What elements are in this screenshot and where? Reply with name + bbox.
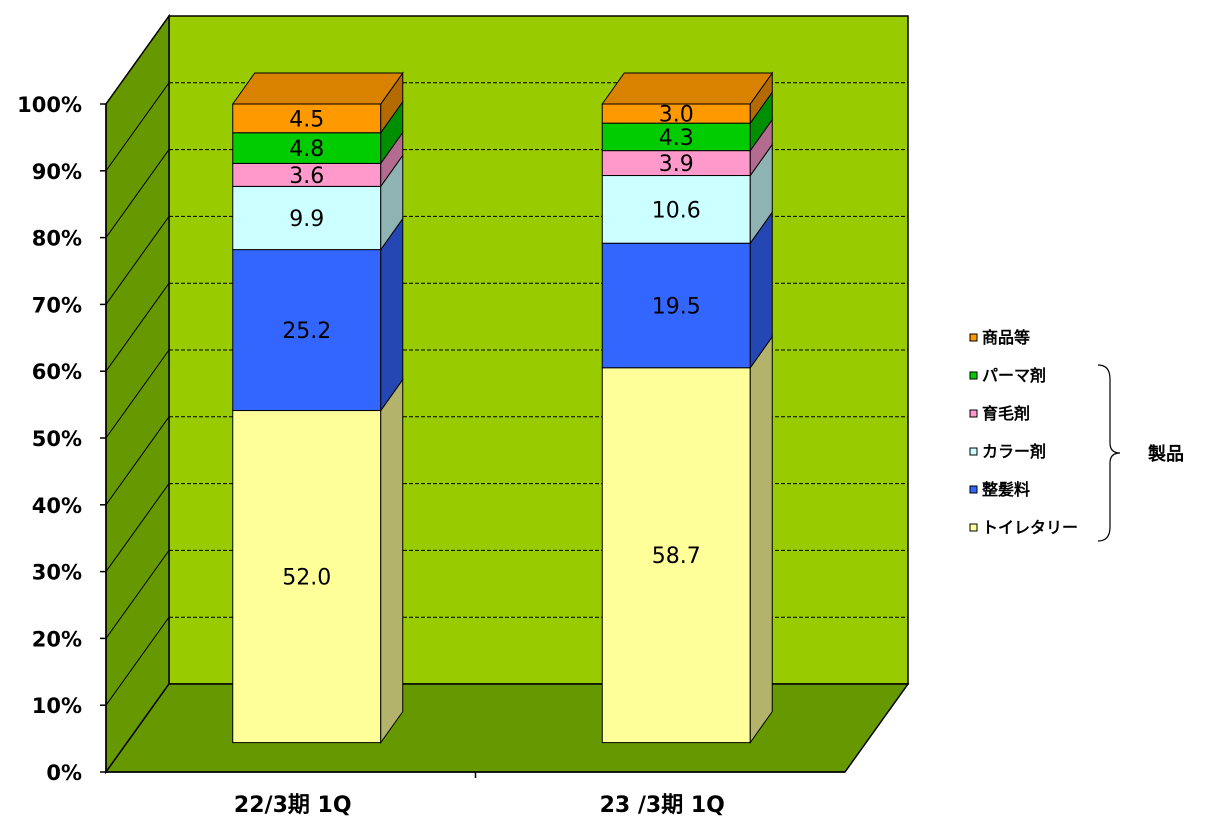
- bar-segment-front: [601, 150, 751, 177]
- y-tick-label: 20%: [32, 627, 82, 651]
- bar-segment-side: [380, 217, 404, 413]
- bar-segment-side: [749, 335, 773, 745]
- y-tick-label: 50%: [32, 427, 82, 451]
- y-axis: 0% 10% 20% 30% 40% 50% 60% 70% 80% 90% 100%: [17, 93, 845, 785]
- data-label: 3.0: [659, 103, 694, 128]
- data-label: 19.5: [652, 294, 701, 319]
- gridline-side: [105, 616, 170, 706]
- gridline-side: [105, 149, 170, 238]
- legend-swatch: [969, 371, 978, 380]
- gridline-side: [105, 416, 170, 506]
- y-tick-label: 60%: [32, 360, 82, 384]
- x-category-label: 22/3期 1Q: [234, 793, 352, 818]
- y-tick-label: 80%: [32, 227, 82, 251]
- y-tick-label: 40%: [32, 494, 82, 518]
- legend-swatch: [969, 333, 978, 342]
- bar-segment-front: [232, 410, 382, 744]
- legend-brace: [1097, 364, 1121, 542]
- gridline-side: [105, 15, 170, 105]
- data-label: 4.3: [659, 126, 694, 151]
- data-label: 4.5: [289, 107, 324, 132]
- legend-label: 商品等: [982, 328, 1030, 347]
- bar-segment-front: [232, 103, 382, 134]
- y-tick-label: 70%: [32, 293, 82, 317]
- bars: [231, 71, 774, 745]
- data-label: 52.0: [282, 566, 331, 591]
- chart-walls: [104, 13, 910, 775]
- gridline-side: [105, 216, 170, 305]
- data-label: 9.9: [289, 207, 324, 232]
- legend-label: トイレタリー: [982, 518, 1078, 537]
- legend-swatch: [969, 409, 978, 418]
- gridline-side: [105, 82, 170, 172]
- legend-swatch: [969, 447, 978, 456]
- legend-swatch: [969, 485, 978, 494]
- y-tick-label: 30%: [32, 561, 82, 585]
- y-tick-label: 10%: [32, 694, 82, 718]
- data-label: 3.9: [659, 152, 694, 177]
- legend-swatch: [969, 523, 978, 532]
- data-label: 4.8: [289, 137, 324, 162]
- bar-segment-side: [380, 377, 404, 745]
- bar-top: [601, 72, 774, 105]
- floor: [104, 683, 910, 773]
- bar-segment-front: [601, 242, 751, 369]
- y-tick-label: 90%: [32, 160, 82, 184]
- legend-label: カラー剤: [982, 442, 1046, 461]
- bar-segment-front: [601, 175, 751, 244]
- gridline-side: [105, 483, 170, 572]
- gridline-side: [105, 282, 170, 372]
- x-category-label: 23 /3期 1Q: [600, 793, 725, 818]
- data-label: 10.6: [652, 198, 701, 223]
- y-tick-label: 0%: [46, 761, 82, 785]
- bar-top: [231, 72, 404, 105]
- gridline-side: [105, 349, 170, 439]
- gridline-side: [105, 550, 170, 639]
- legend-group-label: 製品: [1147, 444, 1184, 465]
- x-axis-labels: 22/3期 1Q 23 /3期 1Q: [234, 793, 725, 818]
- data-labels: 52.0 25.2 9.9 3.64.8 4.5 58.7 19.5 10.6 3.94.33.…: [282, 103, 700, 591]
- legend-label: 育毛剤: [982, 404, 1030, 423]
- bar-segment-front: [232, 249, 382, 412]
- legend-label: パーマ剤: [982, 366, 1046, 385]
- y-tick-label: 100%: [17, 93, 82, 117]
- data-label: 58.7: [652, 544, 701, 569]
- legend-label: 整髪料: [981, 480, 1030, 499]
- bar-segment-front: [232, 132, 382, 164]
- data-label: 25.2: [282, 319, 331, 344]
- data-label: 3.6: [289, 164, 324, 189]
